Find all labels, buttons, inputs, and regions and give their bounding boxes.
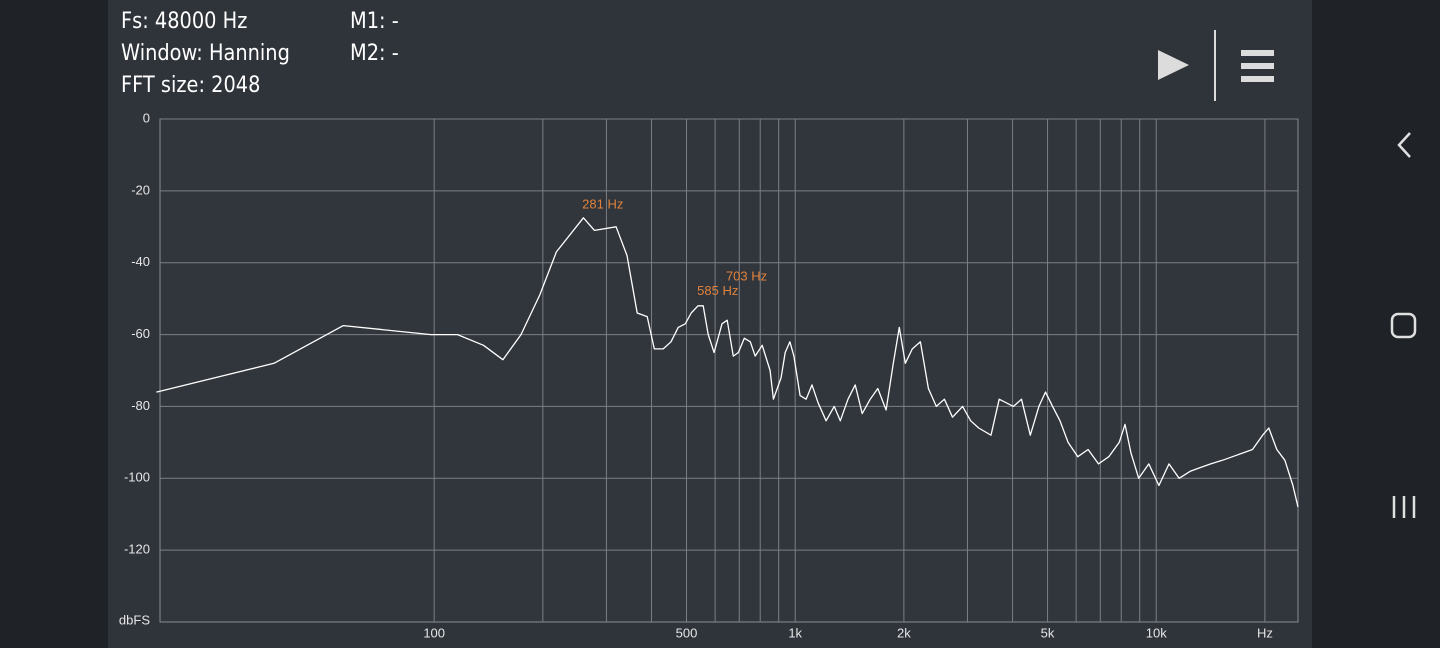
x-tick-label: Hz (1257, 625, 1273, 640)
marker1-info: M1: - (350, 9, 399, 34)
menu-bar (1241, 63, 1274, 69)
spectrum-line (156, 217, 1299, 508)
play-icon (1158, 50, 1189, 80)
x-tick-label: 500 (676, 625, 698, 640)
x-tick-label: 1k (788, 625, 802, 640)
nav-back[interactable] (1397, 132, 1411, 158)
y-tick-label: -20 (131, 182, 150, 197)
menu-bar (1241, 76, 1274, 82)
x-tick-label: 5k (1041, 625, 1055, 640)
marker2-info: M2: - (350, 41, 399, 66)
fs-info: Fs: 48000 Hz (121, 9, 248, 34)
window-info: Window: Hanning (121, 41, 290, 66)
plot: 0 -20 -40 -60 -80 -100 -120 100 500 1k 2k 5k 10k Hz 28… (124, 110, 1299, 640)
y-tick-label: -80 (131, 398, 150, 413)
peak-label: 703 Hz (726, 269, 767, 284)
y-tick-label: -120 (124, 542, 150, 557)
y-axis-label: dbFS (119, 612, 150, 627)
y-tick-label: -40 (131, 254, 150, 269)
nav-home[interactable] (1390, 312, 1417, 339)
peak-label: 281 Hz (582, 197, 623, 212)
x-tick-label: 2k (897, 625, 911, 640)
y-tick-label: -100 (124, 470, 150, 485)
peak-label: 585 Hz (697, 283, 738, 298)
menu-bar (1241, 50, 1274, 56)
plot-area (159, 118, 1299, 623)
x-tick-label: 10k (1146, 625, 1167, 640)
y-tick-label: -60 (131, 326, 150, 341)
y-tick-label: 0 (143, 110, 150, 125)
nav-recents[interactable] (1392, 496, 1416, 518)
play-button[interactable] (1158, 50, 1189, 80)
x-tick-label: 100 (423, 625, 445, 640)
fft-info: FFT size: 2048 (121, 73, 261, 98)
menu-button[interactable] (1241, 50, 1274, 82)
